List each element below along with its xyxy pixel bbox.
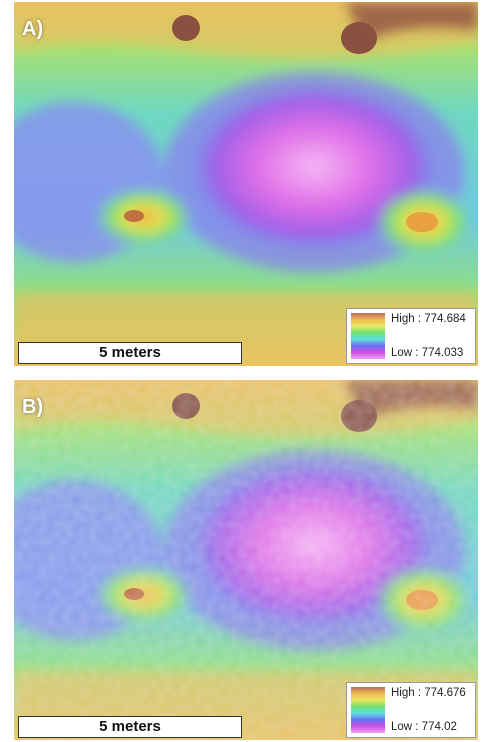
page: {"panels": [ {"label": "A)", "scale_bar"… (0, 0, 490, 742)
map-panel: A) 5 meters High : 774.684 Low : 774.033 (14, 2, 478, 366)
panel-label: A) (22, 18, 43, 41)
legend-high: High : 774.676 (391, 687, 466, 699)
legend: High : 774.684 Low : 774.033 (346, 308, 476, 364)
color-ramp (351, 313, 385, 359)
panel-label: B) (22, 396, 43, 419)
legend-low: Low : 774.02 (391, 721, 457, 733)
scale-bar: 5 meters (18, 716, 242, 738)
legend-high: High : 774.684 (391, 313, 466, 325)
map-panel: B) 5 meters High : 774.676 Low : 774.02 (14, 380, 478, 740)
color-ramp (351, 687, 385, 733)
legend: High : 774.676 Low : 774.02 (346, 682, 476, 738)
legend-low: Low : 774.033 (391, 347, 463, 359)
scale-bar: 5 meters (18, 342, 242, 364)
